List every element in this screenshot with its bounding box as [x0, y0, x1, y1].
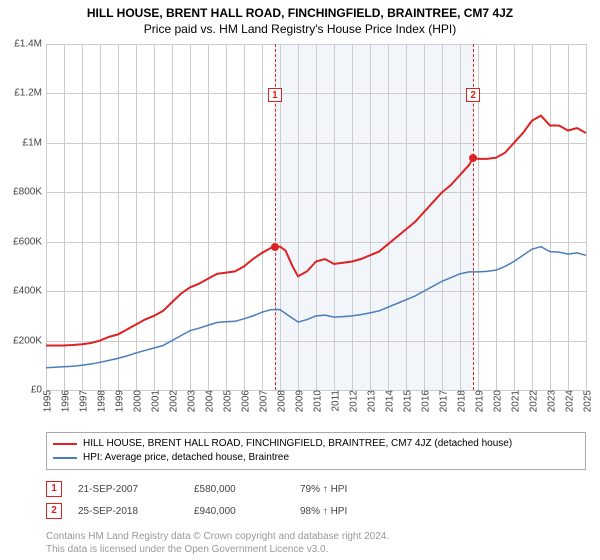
legend-row: HILL HOUSE, BRENT HALL ROAD, FINCHINGFIE…	[53, 437, 579, 451]
legend-row: HPI: Average price, detached house, Brai…	[53, 451, 579, 465]
x-axis-label: 2021	[507, 390, 522, 412]
event-badge: 2	[46, 503, 62, 519]
x-axis-label: 2005	[219, 390, 234, 412]
x-axis-label: 2000	[129, 390, 144, 412]
event-row: 1 21-SEP-2007 £580,000 79% ↑ HPI	[46, 478, 586, 500]
x-axis-label: 2003	[183, 390, 198, 412]
x-axis-label: 2012	[345, 390, 360, 412]
x-axis-label: 2011	[327, 390, 342, 412]
x-axis-label: 1999	[111, 390, 126, 412]
x-axis-label: 2014	[381, 390, 396, 412]
x-axis-label: 2015	[399, 390, 414, 412]
attribution-line: Contains HM Land Registry data © Crown c…	[46, 530, 586, 543]
series-property	[46, 116, 586, 346]
x-axis-label: 2008	[273, 390, 288, 412]
gridline-vertical	[586, 44, 587, 390]
x-axis-label: 2025	[579, 390, 594, 412]
line-layer	[46, 44, 586, 390]
chart-footer: HILL HOUSE, BRENT HALL ROAD, FINCHINGFIE…	[46, 432, 586, 556]
x-axis-label: 2007	[255, 390, 270, 412]
plot-area: £0£200K£400K£600K£800K£1M£1.2M£1.4M19951…	[46, 44, 586, 390]
y-axis-label: £1M	[23, 137, 46, 148]
chart-subtitle: Price paid vs. HM Land Registry's House …	[0, 20, 600, 40]
events-table: 1 21-SEP-2007 £580,000 79% ↑ HPI 2 25-SEP-201…	[46, 478, 586, 522]
event-price: £580,000	[194, 484, 284, 495]
event-price: £940,000	[194, 506, 284, 517]
y-axis-label: £400K	[13, 286, 46, 297]
x-axis-label: 2006	[237, 390, 252, 412]
x-axis-label: 2018	[453, 390, 468, 412]
x-axis-label: 2009	[291, 390, 306, 412]
y-axis-label: £600K	[13, 236, 46, 247]
legend: HILL HOUSE, BRENT HALL ROAD, FINCHINGFIE…	[46, 432, 586, 470]
x-axis-label: 1995	[39, 390, 54, 412]
event-date: 25-SEP-2018	[78, 506, 178, 517]
x-axis-label: 2019	[471, 390, 486, 412]
attribution: Contains HM Land Registry data © Crown c…	[46, 530, 586, 556]
x-axis-label: 2013	[363, 390, 378, 412]
event-badge: 1	[46, 481, 62, 497]
chart-container: HILL HOUSE, BRENT HALL ROAD, FINCHINGFIE…	[0, 0, 600, 560]
legend-swatch	[53, 457, 77, 459]
legend-swatch	[53, 443, 77, 445]
attribution-line: This data is licensed under the Open Gov…	[46, 543, 586, 556]
event-delta: 79% ↑ HPI	[300, 484, 400, 495]
y-axis-label: £800K	[13, 187, 46, 198]
legend-label: HILL HOUSE, BRENT HALL ROAD, FINCHINGFIE…	[83, 437, 512, 451]
event-row: 2 25-SEP-2018 £940,000 98% ↑ HPI	[46, 500, 586, 522]
x-axis-label: 1996	[57, 390, 72, 412]
x-axis-label: 2023	[543, 390, 558, 412]
x-axis-label: 2016	[417, 390, 432, 412]
y-axis-label: £200K	[13, 335, 46, 346]
legend-label: HPI: Average price, detached house, Brai…	[83, 451, 289, 465]
y-axis-label: £1.4M	[14, 39, 46, 50]
x-axis-label: 2017	[435, 390, 450, 412]
event-date: 21-SEP-2007	[78, 484, 178, 495]
x-axis-label: 2022	[525, 390, 540, 412]
event-delta: 98% ↑ HPI	[300, 506, 400, 517]
x-axis-label: 2020	[489, 390, 504, 412]
x-axis-label: 1998	[93, 390, 108, 412]
x-axis-label: 2004	[201, 390, 216, 412]
series-hpi	[46, 247, 586, 368]
y-axis-label: £1.2M	[14, 88, 46, 99]
x-axis-label: 1997	[75, 390, 90, 412]
x-axis-label: 2010	[309, 390, 324, 412]
x-axis-label: 2002	[165, 390, 180, 412]
x-axis-label: 2024	[561, 390, 576, 412]
x-axis-label: 2001	[147, 390, 162, 412]
chart-title: HILL HOUSE, BRENT HALL ROAD, FINCHINGFIE…	[0, 0, 600, 20]
